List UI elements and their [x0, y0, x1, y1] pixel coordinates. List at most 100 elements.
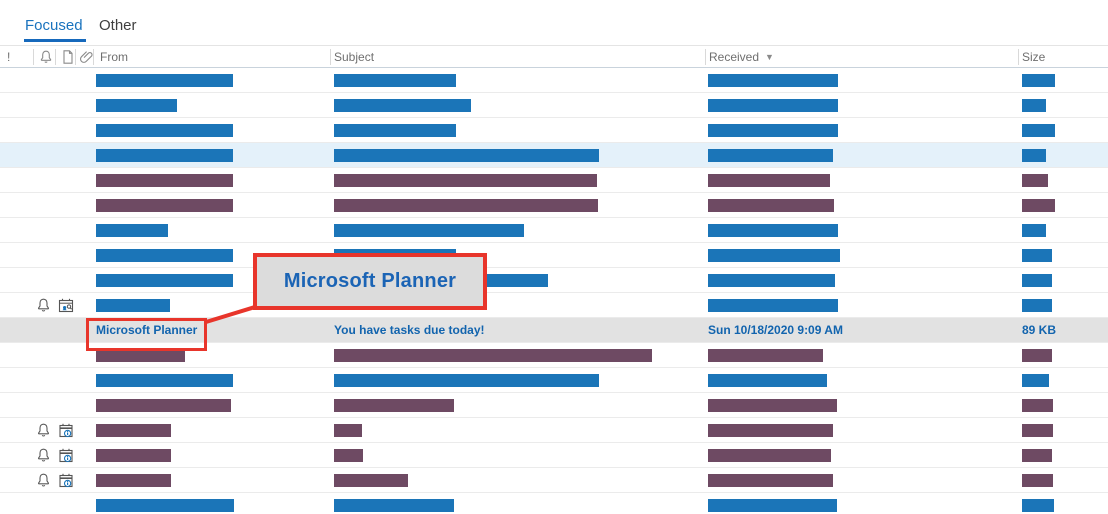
redacted-received-bar [708, 174, 830, 187]
reminder-bell-icon[interactable] [38, 49, 54, 65]
message-row[interactable] [0, 268, 1108, 293]
calendar-search-icon [57, 297, 74, 314]
redacted-received-bar [708, 424, 833, 437]
redacted-received-bar [708, 449, 831, 462]
redacted-from-bar [96, 74, 233, 87]
from-text: Microsoft Planner [96, 323, 198, 337]
redacted-subject-bar [334, 474, 408, 487]
redacted-size-bar [1022, 224, 1046, 237]
importance-column-header[interactable]: ! [7, 50, 11, 64]
redacted-size-bar [1022, 474, 1053, 487]
bell-icon [35, 447, 52, 464]
redacted-received-bar [708, 224, 838, 237]
message-row[interactable] [0, 393, 1108, 418]
received-text: Sun 10/18/2020 9:09 AM [708, 323, 843, 337]
redacted-received-bar [708, 249, 840, 262]
redacted-received-bar [708, 474, 833, 487]
redacted-size-bar [1022, 249, 1052, 262]
redacted-size-bar [1022, 274, 1052, 287]
redacted-received-bar [708, 299, 838, 312]
redacted-received-bar [708, 499, 837, 512]
bell-icon [35, 422, 52, 439]
message-row-selected[interactable]: Microsoft Planner You have tasks due toda… [0, 318, 1108, 343]
tab-focused[interactable]: Focused [25, 17, 83, 34]
message-row[interactable] [0, 443, 1108, 468]
redacted-from-bar [96, 124, 233, 137]
redacted-size-bar [1022, 499, 1054, 512]
tab-other[interactable]: Other [99, 17, 137, 34]
message-row[interactable] [0, 243, 1108, 268]
redacted-subject-bar [334, 374, 599, 387]
calendar-info-icon [57, 422, 74, 439]
redacted-subject-bar [334, 224, 524, 237]
message-row[interactable] [0, 343, 1108, 368]
redacted-received-bar [708, 149, 833, 162]
message-row[interactable] [0, 93, 1108, 118]
redacted-from-bar [96, 249, 233, 262]
redacted-from-bar [96, 299, 170, 312]
attachment-paperclip-icon[interactable] [79, 49, 95, 65]
redacted-size-bar [1022, 374, 1049, 387]
redacted-size-bar [1022, 124, 1055, 137]
redacted-subject-bar [334, 149, 599, 162]
redacted-subject-bar [334, 74, 456, 87]
message-row[interactable] [0, 368, 1108, 393]
received-column-header[interactable]: Received ▼ [709, 50, 774, 64]
size-text: 89 KB [1022, 323, 1057, 337]
redacted-size-bar [1022, 399, 1053, 412]
redacted-subject-bar [334, 449, 363, 462]
redacted-size-bar [1022, 149, 1046, 162]
redacted-received-bar [708, 74, 838, 87]
calendar-info-icon [57, 472, 74, 489]
callout-box: Microsoft Planner [253, 253, 487, 310]
message-row[interactable] [0, 493, 1108, 514]
redacted-subject-bar [334, 424, 362, 437]
message-row[interactable] [0, 168, 1108, 193]
redacted-received-bar [708, 349, 823, 362]
size-column-header[interactable]: Size [1022, 50, 1046, 64]
redacted-from-bar [96, 149, 233, 162]
focused-tab-underline [24, 39, 86, 42]
redacted-subject-bar [334, 124, 456, 137]
redacted-received-bar [708, 374, 827, 387]
redacted-size-bar [1022, 299, 1052, 312]
redacted-from-bar [96, 449, 171, 462]
message-row[interactable] [0, 143, 1108, 168]
item-type-icon[interactable] [60, 49, 76, 65]
redacted-subject-bar [334, 174, 597, 187]
bell-icon [35, 472, 52, 489]
bell-icon [35, 297, 52, 314]
message-row[interactable] [0, 68, 1108, 93]
redacted-from-bar [96, 174, 233, 187]
redacted-from-bar [96, 224, 168, 237]
redacted-from-bar [96, 399, 231, 412]
sort-descending-icon: ▼ [765, 52, 774, 62]
message-row[interactable] [0, 468, 1108, 493]
redacted-subject-bar [334, 349, 652, 362]
redacted-subject-bar [334, 499, 454, 512]
redacted-from-bar [96, 274, 233, 287]
redacted-received-bar [708, 399, 837, 412]
redacted-received-bar [708, 99, 838, 112]
redacted-size-bar [1022, 449, 1052, 462]
column-header-row: ! From Subject Received ▼ Size [0, 45, 1108, 68]
message-row[interactable] [0, 118, 1108, 143]
redacted-size-bar [1022, 99, 1046, 112]
subject-column-header[interactable]: Subject [334, 50, 375, 64]
from-column-header[interactable]: From [100, 50, 128, 64]
redacted-subject-bar [334, 99, 471, 112]
redacted-from-bar [96, 474, 171, 487]
redacted-from-bar [96, 424, 171, 437]
redacted-size-bar [1022, 349, 1052, 362]
redacted-from-bar [96, 99, 177, 112]
redacted-size-bar [1022, 174, 1048, 187]
redacted-subject-bar [334, 399, 454, 412]
redacted-size-bar [1022, 199, 1055, 212]
message-row[interactable] [0, 193, 1108, 218]
message-row[interactable] [0, 418, 1108, 443]
message-row[interactable] [0, 218, 1108, 243]
redacted-from-bar [96, 499, 234, 512]
redacted-received-bar [708, 124, 838, 137]
message-row[interactable] [0, 293, 1108, 318]
